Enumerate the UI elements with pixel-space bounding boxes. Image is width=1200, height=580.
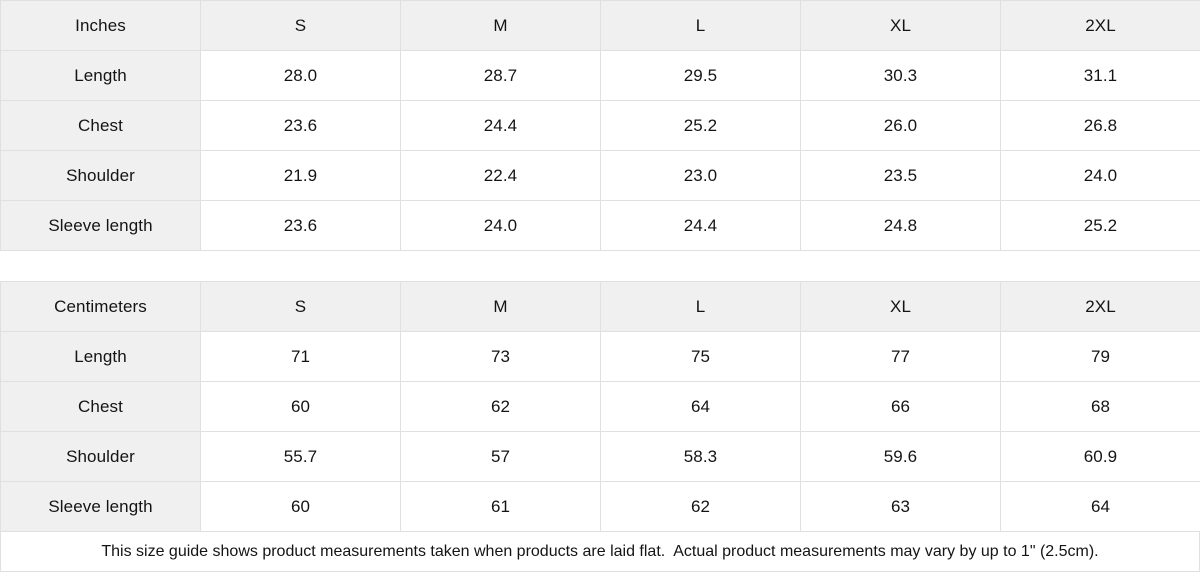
measurement-row: Chest 60 62 64 66 68: [0, 381, 1200, 432]
size-header-cell: M: [400, 281, 601, 332]
measurement-value-cell: 77: [800, 331, 1001, 382]
size-header-cell: S: [200, 281, 401, 332]
measurement-row: Sleeve length 23.6 24.0 24.4 24.8 25.2: [0, 200, 1200, 251]
measurement-row: Shoulder 55.7 57 58.3 59.6 60.9: [0, 431, 1200, 482]
size-header-cell: L: [600, 281, 801, 332]
measurement-value-cell: 29.5: [600, 50, 801, 101]
measurement-value-cell: 26.8: [1000, 100, 1200, 151]
measurement-row: Length 71 73 75 77 79: [0, 331, 1200, 382]
measurement-label-cell: Shoulder: [0, 431, 201, 482]
measurement-value-cell: 64: [1000, 481, 1200, 532]
measurement-value-cell: 59.6: [800, 431, 1001, 482]
table-spacer: [0, 251, 1200, 281]
measurement-value-cell: 71: [200, 331, 401, 382]
measurement-label-cell: Shoulder: [0, 150, 201, 201]
measurement-label-cell: Length: [0, 331, 201, 382]
measurement-value-cell: 64: [600, 381, 801, 432]
measurement-label-cell: Chest: [0, 100, 201, 151]
measurement-value-cell: 23.0: [600, 150, 801, 201]
measurement-value-cell: 24.0: [400, 200, 601, 251]
size-header-cell: XL: [800, 0, 1001, 51]
measurement-value-cell: 24.4: [400, 100, 601, 151]
size-header-cell: XL: [800, 281, 1001, 332]
measurement-value-cell: 62: [600, 481, 801, 532]
measurement-value-cell: 55.7: [200, 431, 401, 482]
measurement-row: Sleeve length 60 61 62 63 64: [0, 481, 1200, 532]
size-header-cell: S: [200, 0, 401, 51]
measurement-value-cell: 68: [1000, 381, 1200, 432]
measurement-row: Shoulder 21.9 22.4 23.0 23.5 24.0: [0, 150, 1200, 201]
measurement-label-cell: Sleeve length: [0, 481, 201, 532]
inches-table-header: Inches S M L XL 2XL: [0, 0, 1200, 51]
measurement-value-cell: 66: [800, 381, 1001, 432]
size-guide-note: This size guide shows product measuremen…: [0, 532, 1200, 572]
measurement-value-cell: 79: [1000, 331, 1200, 382]
size-header-row: Centimeters S M L XL 2XL: [0, 281, 1200, 332]
measurement-label-cell: Sleeve length: [0, 200, 201, 251]
measurement-row: Length 28.0 28.7 29.5 30.3 31.1: [0, 50, 1200, 101]
measurement-value-cell: 28.0: [200, 50, 401, 101]
unit-label-cell: Centimeters: [0, 281, 201, 332]
measurement-value-cell: 62: [400, 381, 601, 432]
measurement-value-cell: 22.4: [400, 150, 601, 201]
measurement-value-cell: 26.0: [800, 100, 1001, 151]
measurement-value-cell: 28.7: [400, 50, 601, 101]
centimeters-table-header: Centimeters S M L XL 2XL: [0, 281, 1200, 332]
size-header-cell: L: [600, 0, 801, 51]
unit-label-cell: Inches: [0, 0, 201, 51]
measurement-value-cell: 58.3: [600, 431, 801, 482]
measurement-label-cell: Chest: [0, 381, 201, 432]
centimeters-table-body: Length 71 73 75 77 79 Chest 60 62 64 66 68 Shoulder 5…: [0, 331, 1200, 532]
measurement-value-cell: 23.6: [200, 200, 401, 251]
measurement-value-cell: 57: [400, 431, 601, 482]
measurement-value-cell: 25.2: [600, 100, 801, 151]
measurement-row: Chest 23.6 24.4 25.2 26.0 26.8: [0, 100, 1200, 151]
measurement-value-cell: 61: [400, 481, 601, 532]
measurement-value-cell: 23.6: [200, 100, 401, 151]
measurement-value-cell: 25.2: [1000, 200, 1200, 251]
measurement-value-cell: 30.3: [800, 50, 1001, 101]
measurement-value-cell: 75: [600, 331, 801, 382]
measurement-value-cell: 24.4: [600, 200, 801, 251]
size-header-cell: M: [400, 0, 601, 51]
centimeters-size-table: Centimeters S M L XL 2XL Length 71 73 75 77 79 Ches…: [0, 281, 1200, 532]
size-header-cell: 2XL: [1000, 281, 1200, 332]
measurement-value-cell: 73: [400, 331, 601, 382]
measurement-value-cell: 24.0: [1000, 150, 1200, 201]
inches-table-body: Length 28.0 28.7 29.5 30.3 31.1 Chest 23.6 24.4 2…: [0, 50, 1200, 251]
measurement-label-cell: Length: [0, 50, 201, 101]
measurement-value-cell: 23.5: [800, 150, 1001, 201]
measurement-value-cell: 63: [800, 481, 1001, 532]
measurement-value-cell: 31.1: [1000, 50, 1200, 101]
inches-size-table: Inches S M L XL 2XL Length 28.0 28.7 29.5 30.3 31.…: [0, 0, 1200, 251]
measurement-value-cell: 60: [200, 381, 401, 432]
size-header-row: Inches S M L XL 2XL: [0, 0, 1200, 51]
measurement-value-cell: 60: [200, 481, 401, 532]
measurement-value-cell: 21.9: [200, 150, 401, 201]
measurement-value-cell: 24.8: [800, 200, 1001, 251]
size-header-cell: 2XL: [1000, 0, 1200, 51]
measurement-value-cell: 60.9: [1000, 431, 1200, 482]
